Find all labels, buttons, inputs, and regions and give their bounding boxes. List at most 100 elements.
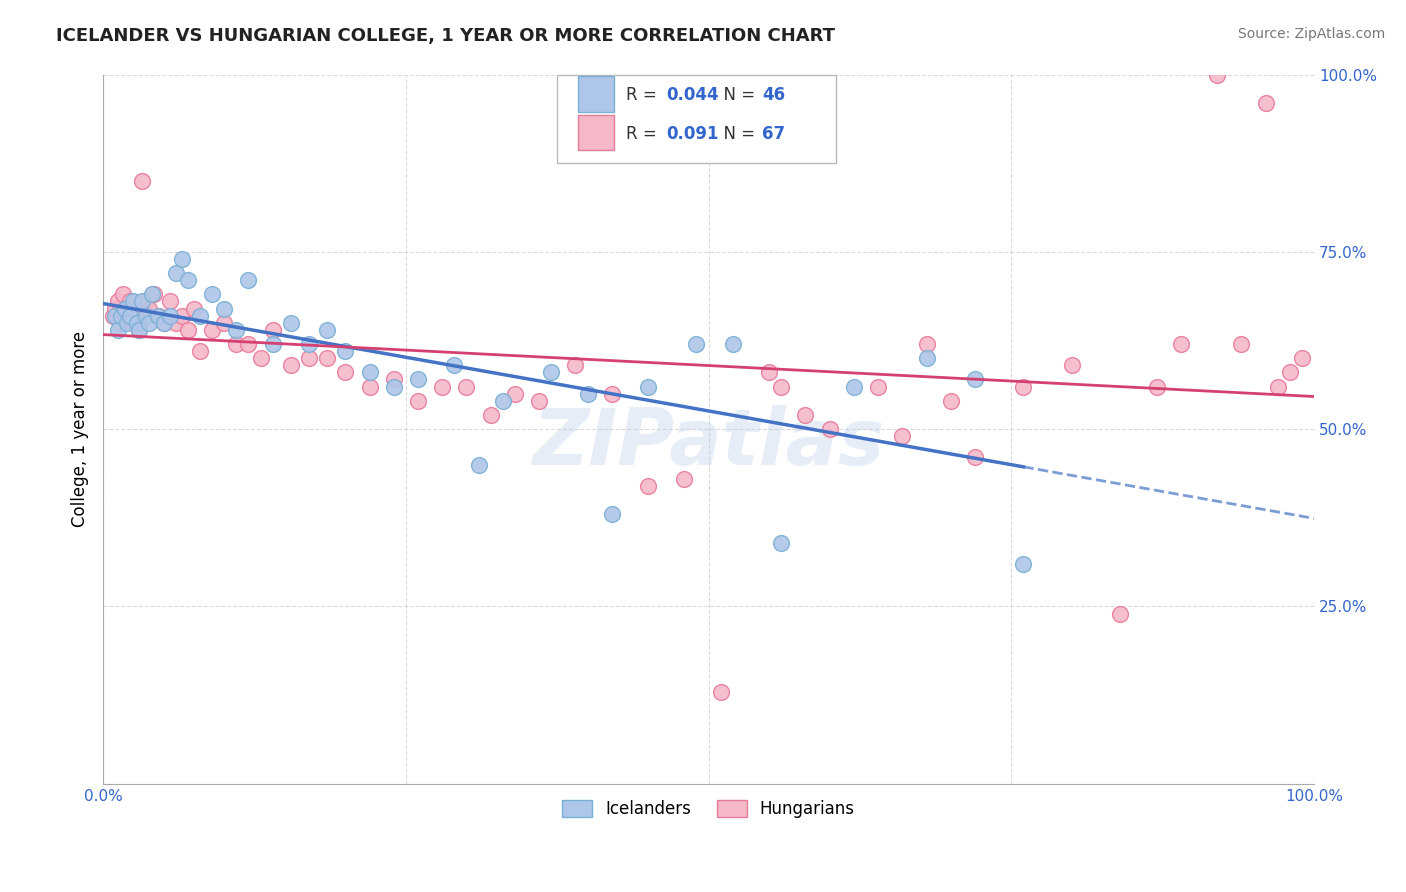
Point: [818, 422, 841, 436]
Point: [540, 365, 562, 379]
Text: N =: N =: [713, 125, 761, 143]
Point: [1109, 607, 1132, 621]
Text: 0.091: 0.091: [666, 125, 718, 143]
Text: 0.044: 0.044: [666, 87, 718, 104]
Point: [111, 287, 134, 301]
Point: [939, 393, 962, 408]
Point: [152, 316, 174, 330]
Text: 46: 46: [762, 87, 785, 104]
Point: [262, 337, 284, 351]
Text: N =: N =: [713, 87, 761, 104]
Point: [104, 301, 127, 316]
Point: [443, 359, 465, 373]
Point: [1170, 337, 1192, 351]
FancyBboxPatch shape: [557, 75, 835, 163]
Point: [335, 365, 357, 379]
Point: [117, 301, 139, 316]
Point: [110, 309, 132, 323]
Point: [177, 323, 200, 337]
Text: 67: 67: [762, 125, 785, 143]
FancyBboxPatch shape: [578, 77, 614, 112]
Point: [685, 337, 707, 351]
Point: [117, 316, 139, 330]
Point: [915, 337, 938, 351]
Point: [721, 337, 744, 351]
Point: [165, 316, 187, 330]
Point: [131, 174, 153, 188]
Point: [891, 429, 914, 443]
Point: [316, 351, 339, 366]
Point: [963, 450, 986, 465]
Point: [138, 316, 160, 330]
Point: [503, 386, 526, 401]
Point: [1012, 379, 1035, 393]
Point: [201, 287, 224, 301]
Point: [122, 294, 145, 309]
Point: [1291, 351, 1313, 366]
Point: [432, 379, 454, 393]
Point: [107, 323, 129, 337]
Point: [1230, 337, 1253, 351]
Text: Source: ZipAtlas.com: Source: ZipAtlas.com: [1237, 27, 1385, 41]
Point: [335, 344, 357, 359]
Point: [527, 393, 550, 408]
Point: [238, 273, 260, 287]
Point: [125, 301, 148, 316]
Y-axis label: College, 1 year or more: College, 1 year or more: [72, 331, 89, 527]
Point: [479, 408, 502, 422]
Point: [125, 316, 148, 330]
Point: [170, 252, 193, 266]
Point: [146, 309, 169, 323]
Point: [298, 351, 321, 366]
Point: [1267, 379, 1289, 393]
Point: [868, 379, 890, 393]
Point: [382, 379, 405, 393]
Point: [249, 351, 271, 366]
Point: [183, 301, 205, 316]
Point: [134, 294, 156, 309]
Point: [456, 379, 478, 393]
Point: [212, 301, 235, 316]
Legend: Icelanders, Hungarians: Icelanders, Hungarians: [555, 794, 862, 825]
Point: [492, 393, 515, 408]
Point: [359, 365, 381, 379]
Point: [159, 309, 181, 323]
Point: [104, 309, 127, 323]
Point: [758, 365, 780, 379]
Point: [1060, 359, 1083, 373]
Point: [152, 316, 174, 330]
Point: [794, 408, 817, 422]
Point: [262, 323, 284, 337]
Point: [141, 287, 163, 301]
Point: [118, 294, 141, 309]
Point: [212, 316, 235, 330]
Point: [1278, 365, 1301, 379]
Point: [177, 273, 200, 287]
Point: [280, 316, 302, 330]
Point: [1146, 379, 1168, 393]
Point: [1206, 68, 1229, 82]
Point: [359, 379, 381, 393]
Point: [201, 323, 224, 337]
Point: [101, 309, 124, 323]
Text: ICELANDER VS HUNGARIAN COLLEGE, 1 YEAR OR MORE CORRELATION CHART: ICELANDER VS HUNGARIAN COLLEGE, 1 YEAR O…: [56, 27, 835, 45]
Point: [114, 309, 136, 323]
Point: [637, 479, 659, 493]
Point: [188, 309, 211, 323]
Point: [143, 287, 166, 301]
Point: [225, 323, 247, 337]
Point: [710, 684, 733, 698]
Point: [467, 458, 489, 472]
Point: [118, 309, 141, 323]
Point: [238, 337, 260, 351]
Point: [406, 372, 429, 386]
Point: [159, 294, 181, 309]
Text: ZIPatlas: ZIPatlas: [533, 405, 884, 482]
Text: R =: R =: [626, 87, 662, 104]
Point: [148, 309, 170, 323]
Point: [128, 323, 150, 337]
Point: [108, 316, 131, 330]
Point: [770, 535, 793, 549]
Point: [134, 309, 156, 323]
Point: [576, 386, 599, 401]
